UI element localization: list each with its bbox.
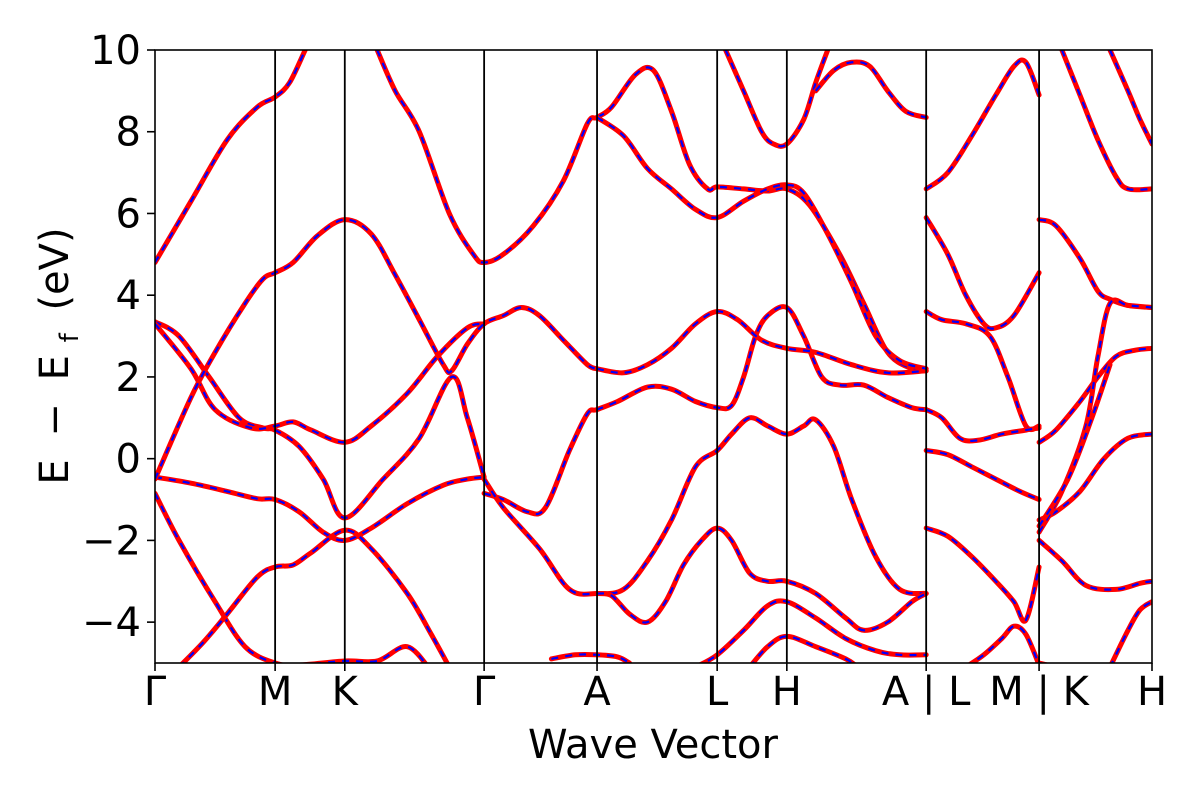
band-18-line bbox=[923, 57, 1042, 192]
x-tick-label-5: L bbox=[706, 669, 729, 715]
band-11-dashed-overlay bbox=[596, 526, 927, 632]
x-tick-label-7: A | L bbox=[882, 669, 971, 715]
y-tick-label-3: 2 bbox=[116, 355, 141, 401]
band-2-line bbox=[155, 321, 487, 445]
band-4-line bbox=[155, 490, 429, 663]
band-5-dashed-overlay bbox=[155, 218, 598, 480]
band-21-dashed-overlay bbox=[925, 408, 1040, 443]
band-32-dashed-overlay bbox=[1108, 50, 1152, 145]
band-14-dashed-overlay bbox=[724, 50, 829, 148]
band-25-line bbox=[1036, 217, 1152, 310]
y-tick-label-6: 8 bbox=[116, 110, 141, 156]
band-29-line bbox=[1036, 537, 1152, 593]
bands-layer bbox=[155, 50, 1152, 663]
high-symmetry-lines bbox=[274, 50, 1040, 663]
x-axis-title: Wave Vector bbox=[528, 722, 779, 768]
band-6-line bbox=[179, 527, 450, 663]
band-7-line bbox=[374, 50, 929, 374]
x-tick-label-1: M bbox=[258, 669, 293, 715]
x-tick-label-0: Γ bbox=[144, 669, 167, 715]
y-axis-title-unit: (eV) bbox=[32, 227, 78, 310]
band-23-dashed-overlay bbox=[925, 527, 1041, 623]
band-8-line bbox=[481, 304, 929, 517]
band-26-dashed-overlay bbox=[1038, 347, 1152, 444]
band-22-line bbox=[923, 448, 1042, 502]
band-5-line bbox=[155, 217, 600, 482]
band-30-dashed-overlay bbox=[1038, 364, 1112, 527]
band-20-dashed-overlay bbox=[925, 310, 1040, 431]
x-tick-label-8: M | K bbox=[989, 669, 1090, 715]
band-13-line bbox=[594, 114, 929, 372]
x-tick-label-6: H bbox=[772, 669, 802, 715]
band-30-line bbox=[1036, 362, 1113, 529]
band-10-line bbox=[594, 308, 929, 376]
band-34-dashed-overlay bbox=[1110, 600, 1152, 663]
y-axis-title-e: E bbox=[32, 459, 78, 484]
y-axis: −4 −2 0 2 4 6 8 10 bbox=[82, 28, 155, 646]
band-3-line bbox=[155, 474, 487, 543]
band-15-line bbox=[813, 59, 929, 120]
y-tick-label-5: 6 bbox=[116, 191, 141, 237]
band-31-dashed-overlay bbox=[1060, 50, 1152, 191]
band-4-dashed-overlay bbox=[155, 492, 427, 663]
band-34-line bbox=[1109, 599, 1152, 663]
y-axis-title-minus: − bbox=[32, 403, 78, 437]
band-9-line bbox=[481, 415, 929, 597]
band-17-dashed-overlay bbox=[751, 635, 855, 663]
band-2-dashed-overlay bbox=[155, 322, 485, 444]
band-27-dashed-overlay bbox=[1038, 433, 1152, 522]
y-axis-title-e2: E bbox=[32, 355, 78, 380]
band-0-dashed-overlay bbox=[155, 50, 307, 264]
y-axis-title-sub-f: f bbox=[55, 332, 85, 342]
band-25-dashed-overlay bbox=[1038, 218, 1152, 309]
band-22-dashed-overlay bbox=[925, 449, 1040, 501]
x-tick-label-3: Γ bbox=[473, 669, 496, 715]
band-8-dashed-overlay bbox=[483, 305, 927, 516]
y-tick-label-4: 4 bbox=[116, 273, 141, 319]
x-tick-label-9: H bbox=[1137, 669, 1167, 715]
y-tick-label-1: −2 bbox=[82, 518, 141, 564]
band-0-line bbox=[155, 50, 308, 265]
y-tick-label-2: 0 bbox=[116, 437, 141, 483]
band-12-line bbox=[548, 651, 632, 663]
x-tick-label-4: A bbox=[583, 669, 611, 715]
y-tick-label-0: −4 bbox=[82, 600, 141, 646]
band-16-dashed-overlay bbox=[701, 599, 927, 663]
plot-frame bbox=[154, 49, 1153, 664]
band-18-dashed-overlay bbox=[925, 58, 1041, 190]
band-7-dashed-overlay bbox=[376, 50, 927, 372]
band-1-dashed-overlay bbox=[155, 320, 486, 520]
band-3-dashed-overlay bbox=[155, 476, 485, 542]
y-axis-title: E − E f (eV) bbox=[32, 227, 88, 484]
band-11-line bbox=[594, 525, 929, 633]
y-tick-label-7: 10 bbox=[90, 28, 141, 74]
band-24-line bbox=[967, 623, 1041, 663]
band-16-line bbox=[698, 598, 929, 663]
band-14-line bbox=[723, 50, 831, 149]
band-19-line bbox=[923, 215, 1042, 332]
x-tick-label-2: K bbox=[332, 669, 360, 715]
band-24-dashed-overlay bbox=[970, 624, 1040, 663]
band-23-line bbox=[923, 525, 1042, 624]
band-19-dashed-overlay bbox=[925, 217, 1041, 330]
